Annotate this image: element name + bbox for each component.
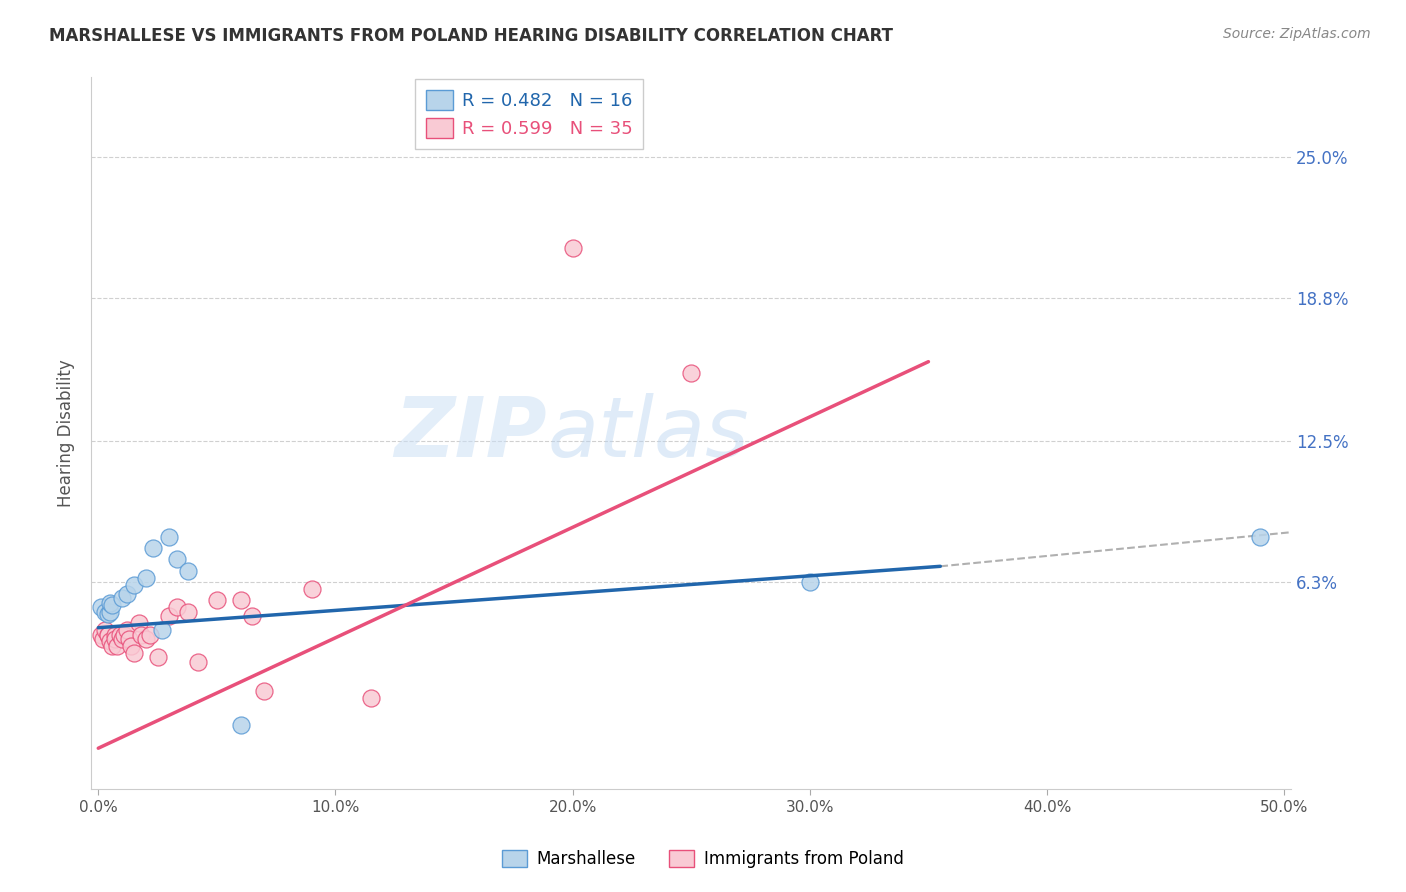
Point bbox=[146, 650, 169, 665]
Point bbox=[187, 655, 209, 669]
Text: atlas: atlas bbox=[547, 392, 749, 474]
Legend: Marshallese, Immigrants from Poland: Marshallese, Immigrants from Poland bbox=[494, 842, 912, 877]
Point bbox=[105, 639, 128, 653]
Text: MARSHALLESE VS IMMIGRANTS FROM POLAND HEARING DISABILITY CORRELATION CHART: MARSHALLESE VS IMMIGRANTS FROM POLAND HE… bbox=[49, 27, 893, 45]
Point bbox=[253, 684, 276, 698]
Point bbox=[111, 591, 134, 606]
Text: ZIP: ZIP bbox=[395, 392, 547, 474]
Point bbox=[301, 582, 323, 596]
Point bbox=[115, 623, 138, 637]
Point bbox=[139, 627, 162, 641]
Point bbox=[478, 104, 501, 119]
Point bbox=[122, 577, 145, 591]
Point bbox=[94, 623, 117, 637]
Point bbox=[135, 571, 157, 585]
Point bbox=[177, 564, 200, 578]
Point bbox=[121, 639, 143, 653]
Point bbox=[360, 691, 382, 706]
Point bbox=[98, 596, 121, 610]
Point bbox=[159, 609, 181, 624]
Point bbox=[166, 600, 188, 615]
Point bbox=[97, 607, 120, 621]
Point bbox=[799, 575, 821, 590]
Point bbox=[91, 632, 114, 646]
Point bbox=[97, 627, 120, 641]
Point bbox=[128, 616, 150, 631]
Point bbox=[150, 623, 173, 637]
Point bbox=[166, 552, 188, 566]
Point bbox=[112, 627, 135, 641]
Point bbox=[122, 646, 145, 660]
Point bbox=[104, 627, 127, 641]
Legend: R = 0.482   N = 16, R = 0.599   N = 35: R = 0.482 N = 16, R = 0.599 N = 35 bbox=[415, 79, 644, 149]
Point bbox=[205, 593, 228, 607]
Point bbox=[101, 598, 124, 612]
Point bbox=[115, 586, 138, 600]
Point bbox=[97, 627, 120, 641]
Point bbox=[229, 593, 252, 607]
Point bbox=[229, 718, 252, 732]
Point bbox=[118, 632, 141, 646]
Point bbox=[1250, 530, 1272, 544]
Point bbox=[177, 605, 200, 619]
Point bbox=[98, 634, 121, 648]
Point bbox=[135, 632, 157, 646]
Point bbox=[681, 366, 703, 380]
Point bbox=[94, 605, 117, 619]
Point bbox=[90, 600, 112, 615]
Point bbox=[108, 627, 131, 641]
Point bbox=[90, 627, 112, 641]
Text: Source: ZipAtlas.com: Source: ZipAtlas.com bbox=[1223, 27, 1371, 41]
Point bbox=[104, 632, 127, 646]
Point bbox=[561, 241, 583, 255]
Point bbox=[111, 632, 134, 646]
Point bbox=[159, 530, 181, 544]
Point bbox=[101, 639, 124, 653]
Point bbox=[98, 605, 121, 619]
Point bbox=[129, 627, 152, 641]
Y-axis label: Hearing Disability: Hearing Disability bbox=[58, 359, 75, 508]
Point bbox=[242, 609, 264, 624]
Point bbox=[142, 541, 165, 555]
